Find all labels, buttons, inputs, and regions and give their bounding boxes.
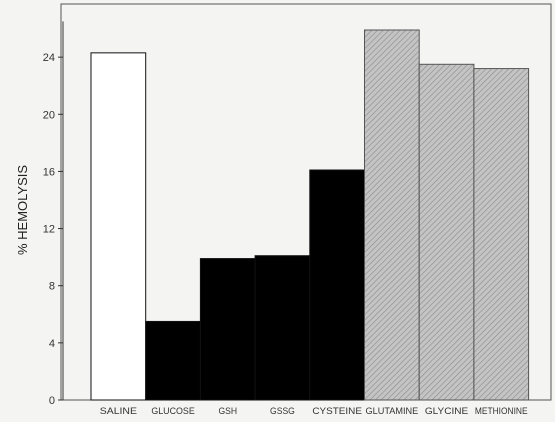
x-axis-labels: SALINE GLUCOSE GSH GSSG CYSTEINE GLUTAMINE GLY… [100, 406, 528, 417]
y-axis-title: % HEMOLYSIS [15, 165, 30, 255]
y-tick-label: 12 [43, 224, 55, 236]
y-tick-label: 20 [43, 109, 55, 121]
x-category-label: GSSG [270, 406, 295, 417]
y-tick-label: 16 [43, 166, 55, 178]
bar-methionine [473, 68, 530, 401]
bar-gsh [199, 258, 256, 401]
bar-glycine [418, 63, 475, 401]
y-tick-label: 4 [49, 338, 55, 350]
x-category-label: GLYCINE [425, 406, 468, 417]
bar-saline [90, 52, 147, 401]
bar-gssg [254, 255, 311, 401]
x-category-label: CYSTEINE [312, 406, 362, 417]
y-tick-label: 0 [49, 395, 55, 407]
bars [90, 29, 530, 401]
bar-glutamine [364, 29, 420, 401]
bar-cysteine [309, 169, 365, 401]
x-category-label: METHIONINE [475, 406, 528, 417]
y-axis: 0 4 8 12 16 20 24 [43, 21, 64, 407]
x-category-label: GLUCOSE [151, 406, 194, 417]
y-tick-label: 24 [43, 52, 55, 64]
bar-glucose [145, 320, 201, 401]
x-category-label: GLUTAMINE [366, 406, 419, 417]
x-category-label: SALINE [100, 406, 137, 417]
y-tick-label: 8 [49, 281, 55, 293]
x-category-label: GSH [218, 406, 237, 417]
